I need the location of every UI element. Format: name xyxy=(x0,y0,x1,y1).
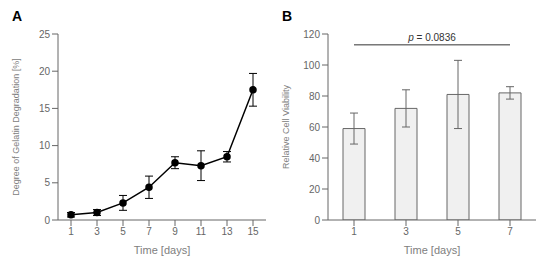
svg-text:80: 80 xyxy=(309,91,321,102)
svg-text:11: 11 xyxy=(196,226,207,237)
html-text:A: A xyxy=(12,8,23,24)
svg-text:5: 5 xyxy=(455,226,461,237)
svg-text:p = 0.0836: p = 0.0836 xyxy=(407,32,456,43)
svg-text:9: 9 xyxy=(172,226,178,237)
svg-text:15: 15 xyxy=(247,226,259,237)
svg-text:1: 1 xyxy=(68,226,74,237)
svg-text:100: 100 xyxy=(303,60,320,71)
svg-text:5: 5 xyxy=(44,177,50,188)
svg-text:20: 20 xyxy=(309,184,321,195)
svg-text:1: 1 xyxy=(351,226,357,237)
svg-text:Time [days]: Time [days] xyxy=(134,244,190,256)
svg-text:120: 120 xyxy=(303,29,320,40)
svg-text:20: 20 xyxy=(39,66,51,77)
svg-text:3: 3 xyxy=(94,226,100,237)
svg-text:3: 3 xyxy=(403,226,409,237)
svg-text:40: 40 xyxy=(309,153,321,164)
svg-text:Degree of Gelatin Degradation: Degree of Gelatin Degradation [%] xyxy=(11,58,21,196)
html-text:B: B xyxy=(282,8,293,24)
svg-text:15: 15 xyxy=(39,103,51,114)
svg-text:0: 0 xyxy=(314,215,320,226)
svg-text:13: 13 xyxy=(221,226,233,237)
svg-text:25: 25 xyxy=(39,29,51,40)
svg-text:Time [days]: Time [days] xyxy=(404,244,460,256)
svg-text:7: 7 xyxy=(507,226,513,237)
svg-text:Relative Cell Viability: Relative Cell Viability xyxy=(281,85,291,169)
svg-text:5: 5 xyxy=(120,226,126,237)
svg-text:10: 10 xyxy=(39,140,51,151)
svg-text:7: 7 xyxy=(146,226,152,237)
svg-text:0: 0 xyxy=(44,215,50,226)
svg-text:60: 60 xyxy=(309,122,321,133)
